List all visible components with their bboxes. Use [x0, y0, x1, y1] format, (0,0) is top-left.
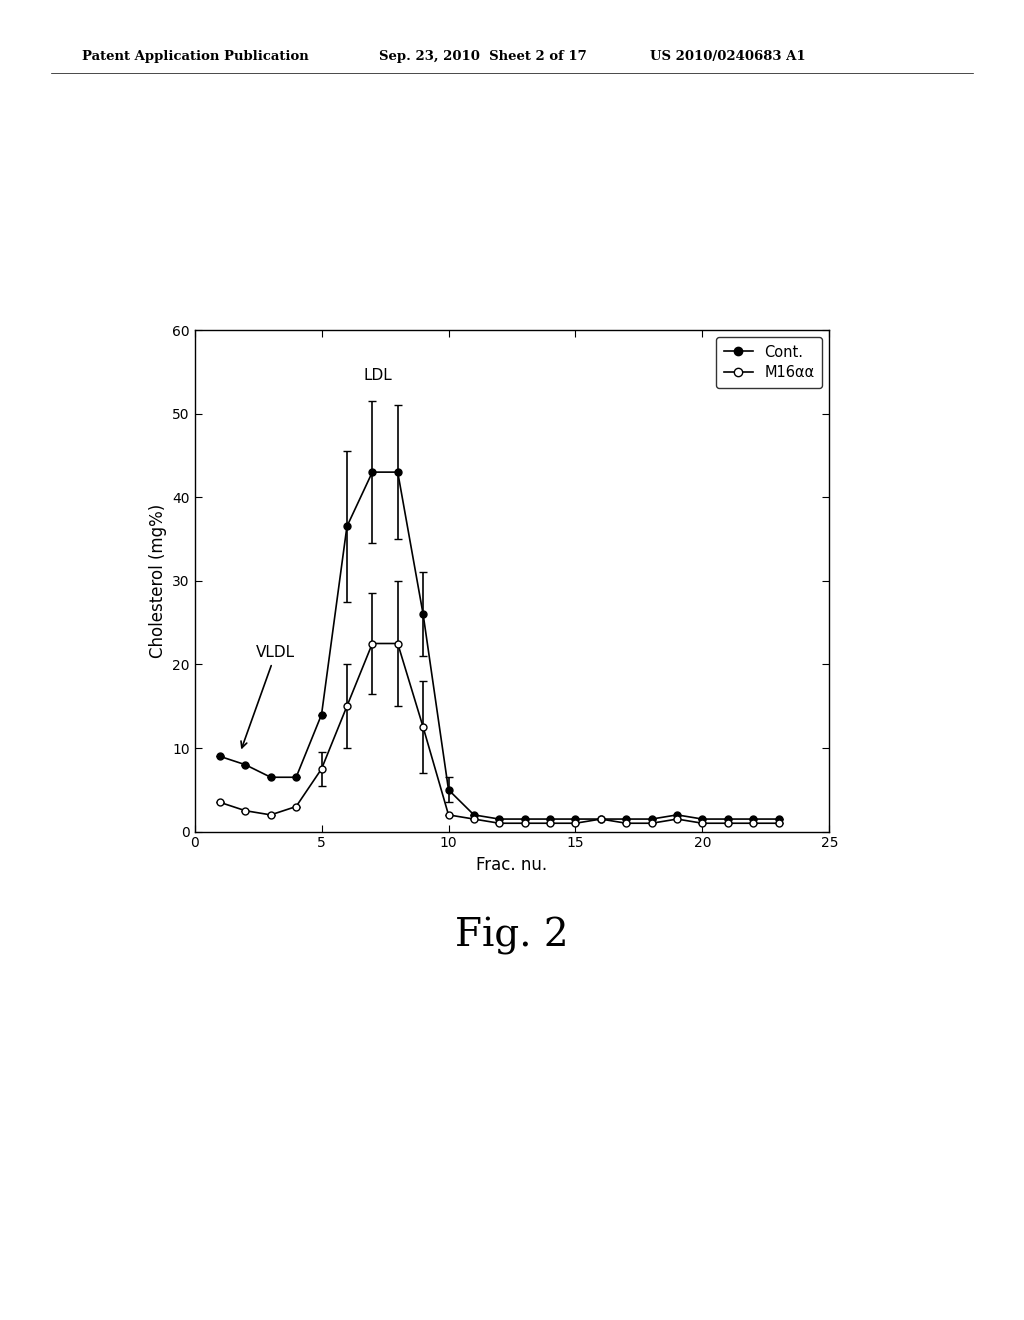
Text: Fig. 2: Fig. 2 [456, 917, 568, 956]
Y-axis label: Cholesterol (mg%): Cholesterol (mg%) [148, 504, 167, 657]
Text: LDL: LDL [364, 368, 392, 383]
X-axis label: Frac. nu.: Frac. nu. [476, 855, 548, 874]
Text: VLDL: VLDL [241, 645, 295, 748]
Text: Patent Application Publication: Patent Application Publication [82, 50, 308, 63]
Text: Sep. 23, 2010  Sheet 2 of 17: Sep. 23, 2010 Sheet 2 of 17 [379, 50, 587, 63]
Legend: Cont., M16αα: Cont., M16αα [717, 338, 822, 388]
Text: US 2010/0240683 A1: US 2010/0240683 A1 [650, 50, 806, 63]
